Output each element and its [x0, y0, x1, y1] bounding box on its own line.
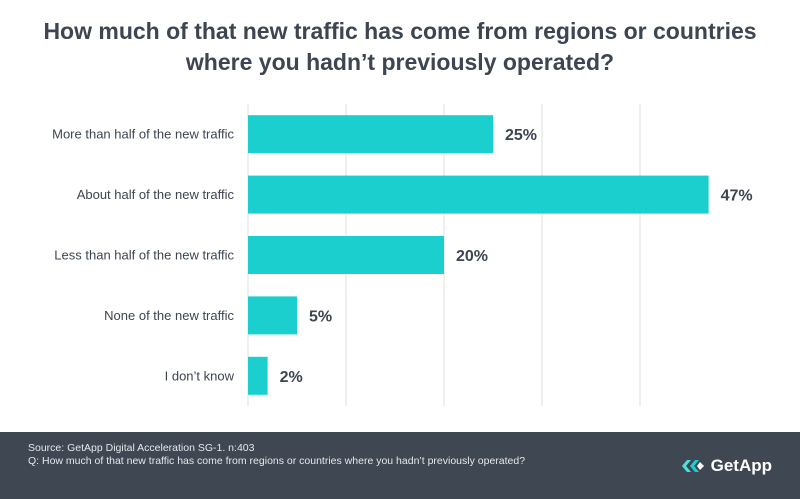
bar-chart: More than half of the new traffic About h… [52, 104, 753, 406]
category-label: More than half of the new traffic [52, 127, 234, 142]
bar [248, 115, 493, 154]
source-note: Source: GetApp Digital Acceleration SG-1… [28, 442, 255, 454]
category-label: Less than half of the new traffic [54, 248, 234, 263]
value-label: 47% [721, 188, 753, 205]
bar [248, 356, 268, 395]
getapp-chevron-icon [681, 460, 704, 472]
category-labels: More than half of the new traffic About h… [52, 127, 234, 384]
category-label: I don’t know [165, 368, 235, 383]
category-label: About half of the new traffic [77, 187, 235, 202]
footer: Source: GetApp Digital Acceleration SG-1… [0, 432, 800, 499]
getapp-logo[interactable]: GetApp [681, 456, 772, 476]
value-label: 5% [309, 308, 332, 325]
logo-text: GetApp [710, 456, 772, 475]
bar [248, 175, 709, 214]
bar [248, 236, 444, 274]
chart-title: How much of that new traffic has come fr… [43, 18, 757, 75]
question-note: Q: How much of that new traffic has come… [28, 454, 526, 467]
value-label: 25% [505, 127, 537, 144]
value-label: 2% [280, 369, 303, 386]
value-label: 20% [456, 248, 488, 265]
bars [248, 115, 709, 395]
footer-notes: Source: GetApp Digital Acceleration SG-1… [28, 442, 588, 467]
value-labels: 25% 47% 20% 5% 2% [280, 127, 753, 386]
bar [248, 296, 297, 335]
category-label: None of the new traffic [104, 308, 234, 323]
